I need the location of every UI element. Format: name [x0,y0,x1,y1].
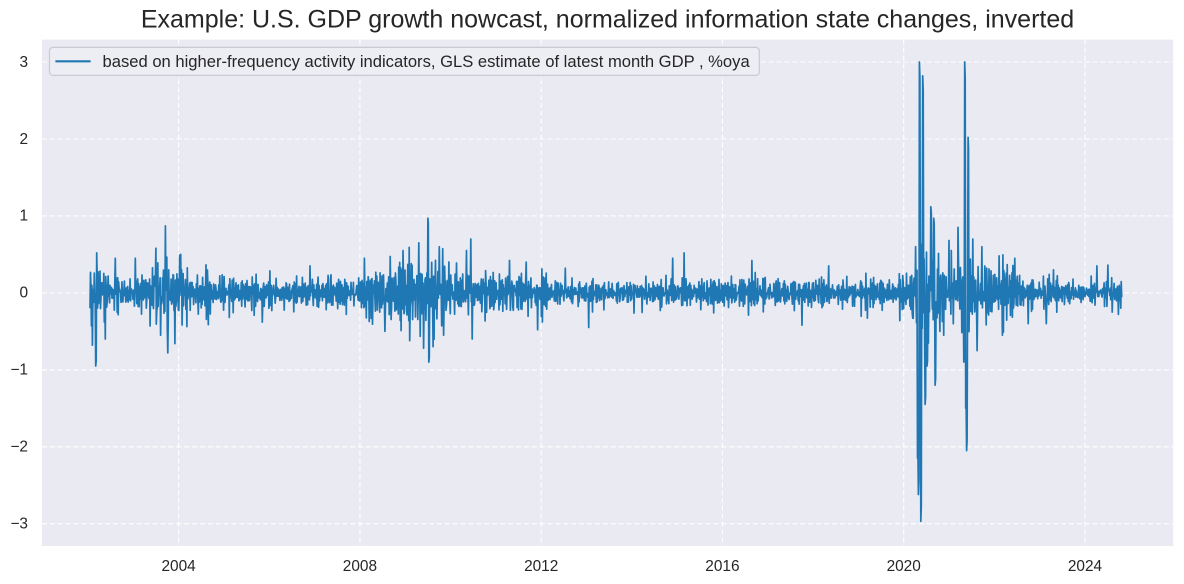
svg-text:2020: 2020 [887,558,921,575]
svg-text:−3: −3 [10,516,28,533]
svg-text:2012: 2012 [524,558,558,575]
svg-text:2024: 2024 [1068,558,1103,575]
svg-text:Example: U.S. GDP growth nowca: Example: U.S. GDP growth nowcast, normal… [141,6,1074,34]
svg-text:2004: 2004 [161,558,196,575]
svg-text:based on higher-frequency acti: based on higher-frequency activity indic… [103,52,751,71]
svg-text:−2: −2 [10,439,28,456]
svg-text:0: 0 [19,285,28,302]
svg-text:1: 1 [19,208,28,225]
svg-text:−1: −1 [10,362,28,379]
svg-text:2008: 2008 [343,558,377,575]
svg-text:2: 2 [19,131,28,148]
svg-text:2016: 2016 [705,558,739,575]
svg-text:3: 3 [19,54,28,71]
